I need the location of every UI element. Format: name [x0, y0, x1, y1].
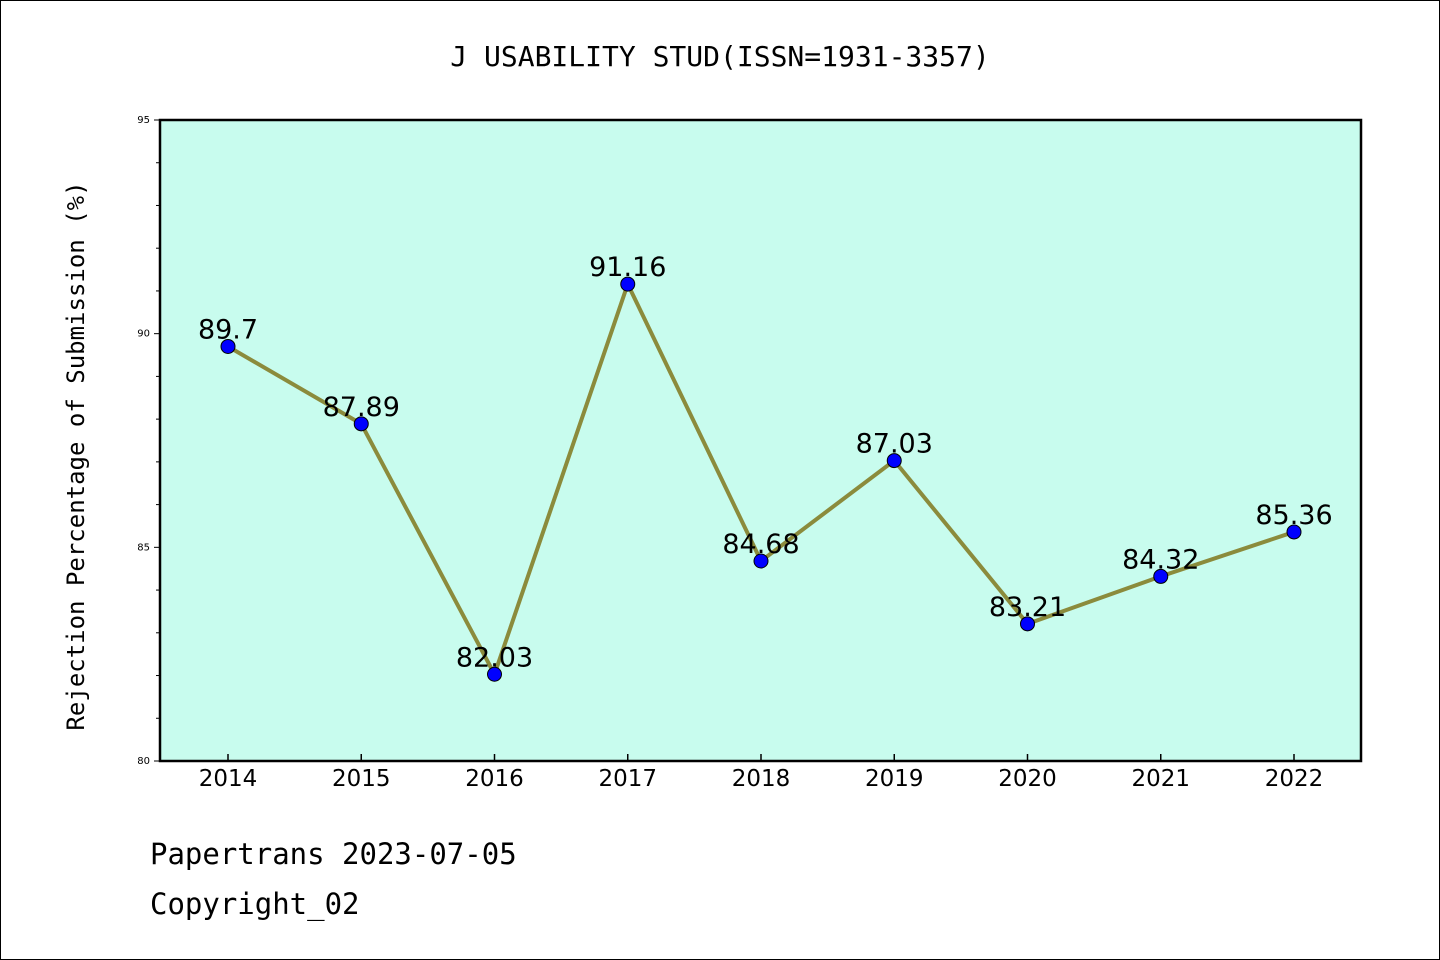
- x-tick-label: 2020: [998, 766, 1057, 792]
- x-tick-label: 2014: [199, 766, 258, 792]
- footer-date: Papertrans 2023-07-05: [150, 837, 517, 871]
- data-label: 84.68: [722, 529, 799, 560]
- data-label: 91.16: [589, 252, 666, 283]
- data-point: [753, 553, 769, 569]
- data-labels: 89.7 87.89 82.03 91.16 84.68 87.03 83.21 84.32 8…: [198, 252, 1333, 673]
- data-point: [1153, 568, 1169, 584]
- x-tick-label: 2022: [1265, 766, 1324, 792]
- x-tick-label: 2015: [332, 766, 391, 792]
- x-tick-label: 2016: [465, 766, 524, 792]
- data-point: [220, 338, 236, 354]
- y-tick-label: 85: [137, 542, 150, 553]
- y-tick-label: 95: [137, 115, 150, 126]
- x-axis-ticks: 2014 2015 2016 2017 2018 2019 2020 2021 2022: [199, 754, 1324, 792]
- chart-title: J USABILITY STUD(ISSN=1931-3357): [450, 40, 989, 73]
- data-point: [353, 416, 369, 432]
- data-label: 87.89: [323, 392, 400, 423]
- x-tick-label: 2017: [598, 766, 657, 792]
- x-tick-label: 2019: [865, 766, 924, 792]
- data-point: [620, 276, 636, 292]
- y-tick-label: 90: [137, 329, 150, 340]
- y-axis-ticks: 80 85 90 95: [137, 115, 160, 767]
- x-tick-label: 2021: [1131, 766, 1190, 792]
- plot-border: [158, 118, 1363, 763]
- data-label: 89.7: [198, 314, 258, 345]
- y-axis-label: Rejection Percentage of Submission (%): [62, 181, 90, 730]
- data-label: 83.21: [989, 592, 1066, 623]
- data-label: 85.36: [1255, 500, 1332, 531]
- x-tick-label: 2018: [732, 766, 791, 792]
- y-tick-label: 80: [137, 756, 150, 767]
- data-point: [886, 453, 902, 469]
- footer-copyright: Copyright_02: [150, 887, 360, 922]
- data-point: [1286, 524, 1302, 540]
- plot-area: [160, 120, 1361, 761]
- data-point: [1020, 616, 1035, 632]
- data-point: [487, 666, 502, 682]
- data-label: 84.32: [1122, 544, 1199, 575]
- data-label: 82.03: [456, 642, 533, 673]
- data-label: 87.03: [856, 429, 933, 460]
- data-points: [220, 276, 1302, 682]
